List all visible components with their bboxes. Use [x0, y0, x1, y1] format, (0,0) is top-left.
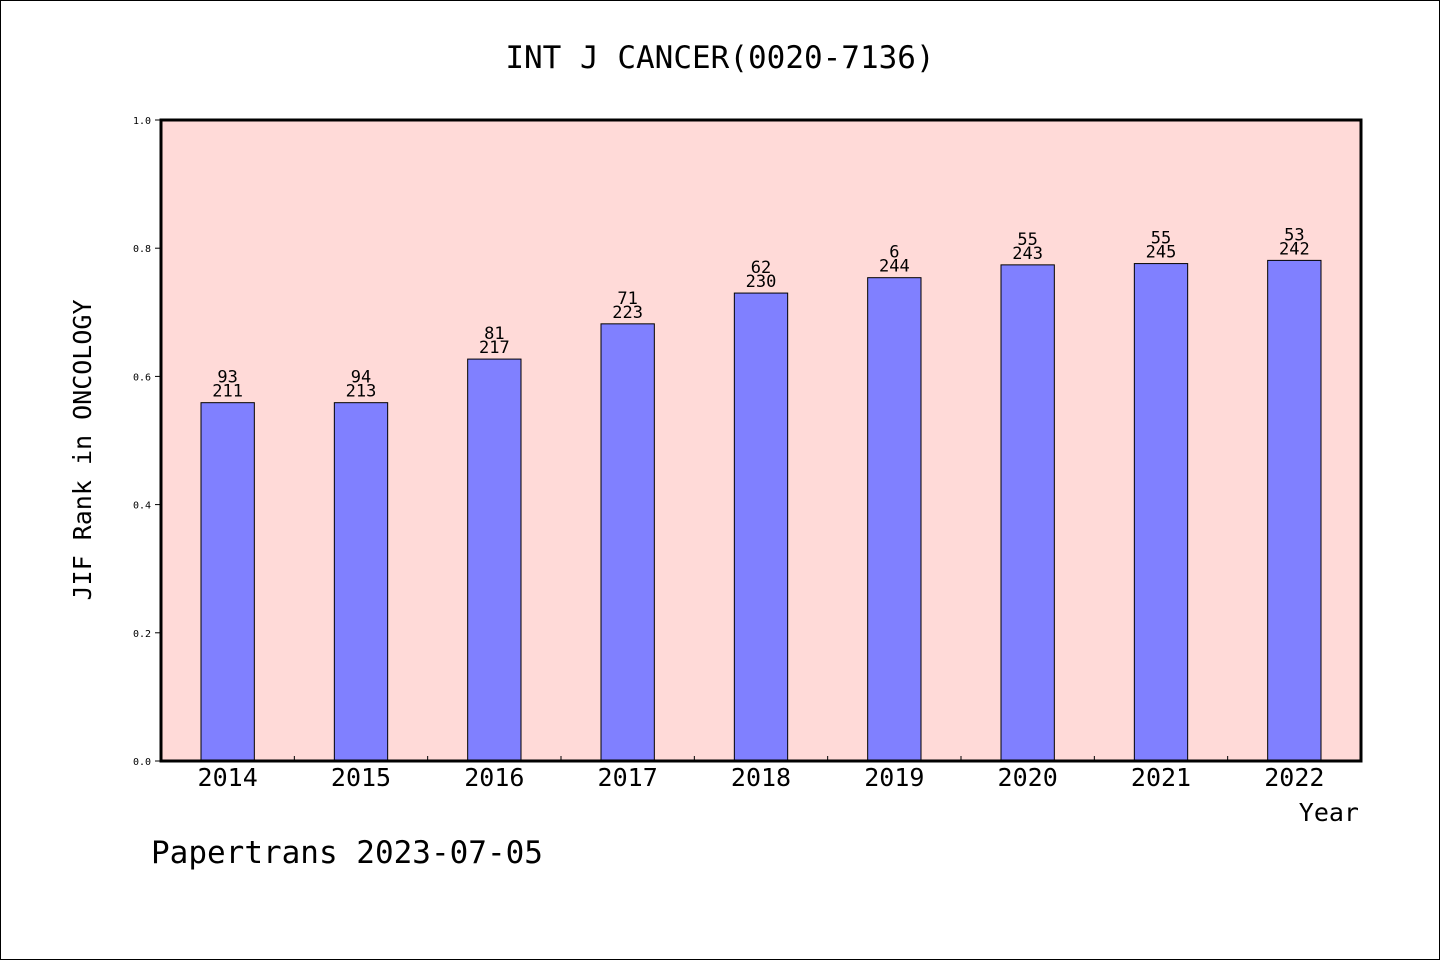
y-tick-label: 0.2: [133, 629, 151, 640]
bar-rank-label: 55: [1151, 229, 1171, 249]
bar-2020: [1000, 264, 1055, 762]
x-tick-label: 2016: [464, 763, 524, 792]
x-tick-label: 2020: [998, 763, 1058, 792]
bar-rank-label: 62: [751, 258, 771, 278]
bar-total-label: 223: [612, 303, 643, 323]
bar-2015: [333, 402, 389, 762]
bar-2021: [1133, 263, 1189, 762]
x-axis-label: Year: [1299, 798, 1359, 827]
bar-2016: [467, 358, 522, 762]
y-axis-label: JIF Rank in ONCOLOGY: [68, 299, 97, 600]
bar-2019: [867, 277, 922, 762]
bar-2017: [600, 323, 655, 762]
bar-rank-label: 94: [351, 368, 371, 388]
plot-frame: [159, 118, 1363, 763]
bar-total-label: 230: [746, 272, 777, 292]
bar-rank-label: 6: [889, 243, 899, 263]
footer-credit: Papertrans 2023-07-05: [151, 835, 543, 871]
bar-rank-label: 55: [1017, 230, 1037, 250]
y-tick-label: 0.6: [133, 372, 151, 383]
x-tick-label: 2014: [198, 763, 258, 792]
bar-2022: [1267, 259, 1322, 762]
bar-2018: [733, 292, 789, 762]
bar-total-label: 211: [212, 382, 243, 402]
x-tick-label: 2019: [864, 763, 924, 792]
bars-group: 9321194213812177122362230624455243552455…: [200, 225, 1322, 762]
y-tick-label: 1.0: [133, 116, 151, 127]
bar-total-label: 217: [479, 338, 510, 358]
chart-title: INT J CANCER(0020-7136): [505, 40, 934, 76]
x-axis: 2014 2015 2016 2017 2018 2019 2020 2021 2022: [198, 756, 1324, 792]
x-tick-label: 2015: [331, 763, 391, 792]
bar-total-label: 244: [879, 257, 910, 277]
bar-total-label: 242: [1279, 239, 1310, 259]
bar-2014: [200, 402, 255, 762]
y-tick-label: 0.0: [133, 757, 151, 768]
bar-rank-label: 71: [617, 289, 637, 309]
y-tick-label: 0.4: [133, 501, 151, 512]
bar-total-label: 245: [1146, 243, 1177, 263]
bar-total-label: 243: [1012, 244, 1043, 264]
bar-rank-label: 93: [217, 368, 237, 388]
x-tick-label: 2022: [1264, 763, 1324, 792]
x-tick-label: 2018: [731, 763, 791, 792]
x-tick-label: 2021: [1131, 763, 1191, 792]
y-axis: 0.0 0.2 0.4 0.6 0.8 1.0: [133, 116, 161, 768]
bar-rank-label: 81: [484, 324, 504, 344]
x-tick-label: 2017: [598, 763, 658, 792]
bar-total-label: 213: [346, 382, 377, 402]
bar-rank-label: 53: [1284, 225, 1304, 245]
y-tick-label: 0.8: [133, 244, 151, 255]
